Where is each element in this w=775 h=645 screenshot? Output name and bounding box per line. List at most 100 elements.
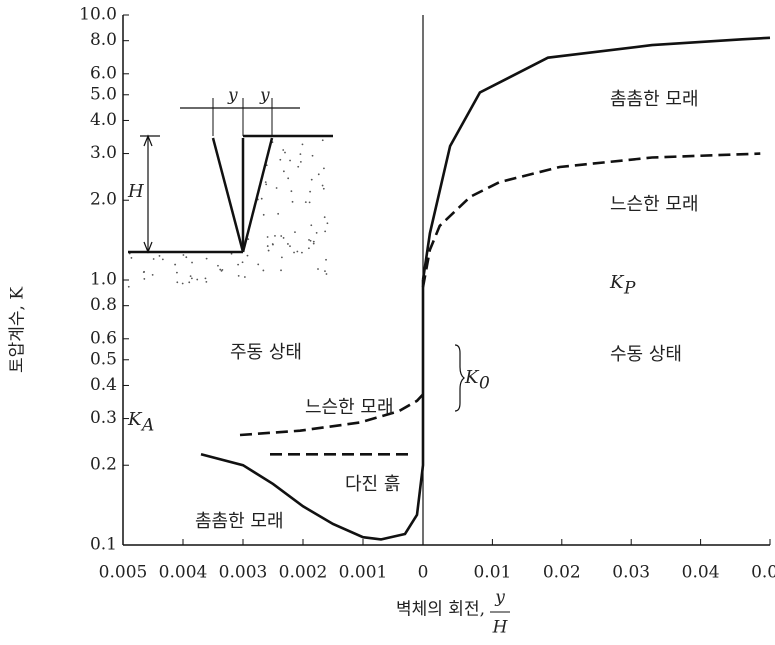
inset-label: y <box>227 86 238 106</box>
stipple <box>217 265 219 267</box>
x-tick-label: 0.002 <box>279 563 328 583</box>
stipple <box>247 255 249 257</box>
stipple <box>313 241 315 243</box>
stipple <box>276 187 278 189</box>
stipple <box>305 201 307 203</box>
stipple <box>282 149 284 151</box>
x-tick-label: 0.004 <box>159 563 208 583</box>
annotation-sub: A <box>140 416 154 436</box>
stipple <box>267 245 269 247</box>
y-tick-label: 6.0 <box>90 63 117 83</box>
stipple <box>316 232 318 234</box>
stipple <box>131 257 133 259</box>
annotation: 촘촘한 모래 <box>195 511 284 532</box>
stipple <box>322 139 324 141</box>
stipple <box>143 278 145 280</box>
stipple <box>188 281 190 283</box>
annotation: 주동 상태 <box>230 342 302 363</box>
stipple <box>257 264 259 266</box>
stipple <box>238 275 240 277</box>
stipple <box>265 181 267 183</box>
stipple <box>283 237 285 239</box>
stipple <box>205 277 207 279</box>
stipple <box>152 274 154 276</box>
stipple <box>287 243 289 245</box>
annotation: 느슨한 모래 <box>305 397 394 418</box>
stipple <box>274 235 276 237</box>
curve <box>423 154 760 288</box>
stipple <box>268 250 270 252</box>
stipple <box>294 231 296 233</box>
annotation: 느슨한 모래 <box>610 194 699 215</box>
y-tick-label: 0.3 <box>90 408 117 428</box>
stipple <box>322 185 324 187</box>
stipple <box>284 152 286 154</box>
chart: H y y 0.10.20.30.40.50.60.81.02.03.04.05… <box>0 0 775 645</box>
y-tick-label: 5.0 <box>90 84 117 104</box>
x-tick-label: 0.04 <box>682 563 720 583</box>
stipple <box>162 258 164 260</box>
y-axis-label: 토압계수, K <box>8 287 28 373</box>
stipple <box>153 258 155 260</box>
annotation-sub: 0 <box>479 374 490 394</box>
stipple <box>279 159 281 161</box>
stipple <box>261 198 263 200</box>
y-tick-label: 0.1 <box>90 535 117 555</box>
stipple <box>176 281 178 283</box>
stipple <box>310 224 312 226</box>
stipple <box>190 275 192 277</box>
annotation: K <box>609 272 625 293</box>
stipple <box>301 252 303 254</box>
stipple <box>317 268 319 270</box>
stipple <box>272 243 274 245</box>
x-tick-label: 0.05 <box>751 563 775 583</box>
stipple <box>318 173 320 175</box>
stipple <box>299 153 301 155</box>
stipple <box>262 270 264 272</box>
x-tick-label: 0.001 <box>339 563 388 583</box>
stipple <box>323 167 325 169</box>
stipple <box>300 161 302 163</box>
stipple <box>265 183 267 185</box>
stipple <box>128 286 130 288</box>
stipple <box>326 273 328 275</box>
y-tick-label: 0.5 <box>90 349 117 369</box>
stipple <box>263 214 265 216</box>
y-tick-label: 0.4 <box>90 375 117 395</box>
stipple <box>292 201 294 203</box>
stipple <box>297 166 299 168</box>
stipple <box>309 191 311 193</box>
stipple <box>313 243 315 245</box>
stipple <box>289 245 291 247</box>
stipple <box>310 240 312 242</box>
stipple <box>287 177 289 179</box>
stipple <box>174 264 176 266</box>
x-tick-label: 0.02 <box>543 563 581 583</box>
stipple <box>283 170 285 172</box>
stipple <box>289 160 291 162</box>
stipple <box>280 269 282 271</box>
stipple <box>191 277 193 279</box>
stipple <box>324 230 326 232</box>
x-tick-label: 0.01 <box>473 563 511 583</box>
annotation: 촘촘한 모래 <box>610 89 699 110</box>
stipple <box>311 179 313 181</box>
annotation: 수동 상태 <box>610 344 682 365</box>
x-label-denominator: H <box>492 618 509 638</box>
inset-label: H <box>127 181 144 202</box>
x-tick-label: 0.005 <box>99 563 148 583</box>
stipple <box>267 236 269 238</box>
stipple <box>280 235 282 237</box>
y-tick-label: 0.6 <box>90 328 117 348</box>
stipple <box>182 283 184 285</box>
stipple <box>176 272 178 274</box>
stipple <box>206 258 208 260</box>
stipple <box>185 256 187 258</box>
y-tick-label: 0.2 <box>90 455 117 475</box>
stipple <box>290 190 292 192</box>
brace <box>455 345 464 411</box>
stipple <box>242 261 244 263</box>
inset-diagram <box>128 98 333 288</box>
stipple <box>277 213 279 215</box>
annotation: K <box>127 409 143 430</box>
